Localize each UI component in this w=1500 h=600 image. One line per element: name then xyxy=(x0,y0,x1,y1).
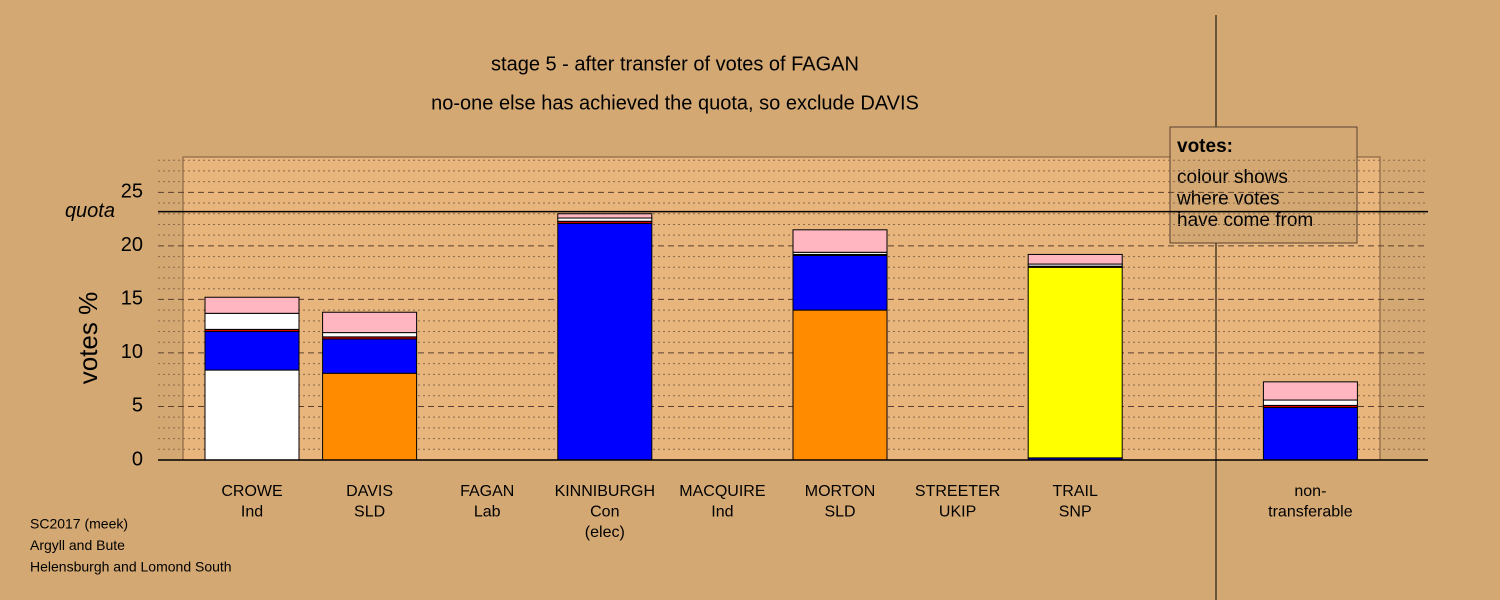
bar-segment xyxy=(557,213,653,219)
bar-segment xyxy=(792,229,888,253)
quota-label: quota xyxy=(65,200,115,222)
footer-text: SC2017 (meek) xyxy=(30,516,128,532)
chart-title: stage 5 - after transfer of votes of FAG… xyxy=(491,53,859,75)
bar-segment xyxy=(322,372,418,461)
y-tick-label: 5 xyxy=(132,395,143,417)
x-tick-label: Lab xyxy=(474,504,501,521)
y-tick-label: 15 xyxy=(121,288,143,310)
y-tick-label: 20 xyxy=(121,234,143,256)
bar-segment xyxy=(204,312,300,330)
legend-frame xyxy=(1169,126,1358,244)
x-tick-label: FAGAN xyxy=(460,483,514,500)
x-tick-label: Con xyxy=(590,504,619,521)
x-tick-label: SLD xyxy=(354,504,385,521)
x-tick-label: non- xyxy=(1294,483,1326,500)
x-tick-label: (elec) xyxy=(585,524,625,541)
y-tick-label: 0 xyxy=(132,448,143,470)
bar-segment xyxy=(557,222,653,461)
x-tick-label: SNP xyxy=(1059,504,1092,521)
bar-segment xyxy=(322,332,418,338)
bar-segment xyxy=(792,255,888,311)
legend-text: where votes xyxy=(1176,189,1279,210)
bar-segment xyxy=(204,369,300,461)
x-tick-label: MACQUIRE xyxy=(679,483,765,500)
x-tick-label: DAVIS xyxy=(346,483,393,500)
chart-subtitle: no-one else has achieved the quota, so e… xyxy=(431,92,919,114)
footer-text: Argyll and Bute xyxy=(30,537,125,553)
bar-segment xyxy=(322,338,418,374)
y-tick-label: 10 xyxy=(121,341,143,363)
legend-title: votes: xyxy=(1177,136,1233,157)
legend-text: colour shows xyxy=(1177,167,1288,188)
x-tick-label: Ind xyxy=(711,504,733,521)
x-tick-label: UKIP xyxy=(939,504,976,521)
bar-segment xyxy=(1027,253,1123,265)
bar-segment xyxy=(1027,266,1123,459)
bar-segment xyxy=(792,309,888,461)
bar-segment xyxy=(1262,399,1358,406)
bar-segment xyxy=(1262,381,1358,401)
x-tick-label: STREETER xyxy=(915,483,1000,500)
bar-segment xyxy=(322,311,418,334)
footer-text: Helensburgh and Lomond South xyxy=(30,559,232,575)
bar-segment xyxy=(1262,407,1358,461)
x-tick-label: TRAIL xyxy=(1053,483,1098,500)
bar-segment xyxy=(204,296,300,314)
y-axis-label: votes % xyxy=(73,292,103,385)
x-tick-label: CROWE xyxy=(221,483,282,500)
x-tick-label: Ind xyxy=(241,504,263,521)
x-tick-label: transferable xyxy=(1268,504,1353,521)
x-tick-label: SLD xyxy=(824,504,855,521)
legend-text: have come from xyxy=(1177,210,1313,231)
y-tick-label: 25 xyxy=(121,181,143,203)
x-tick-label: KINNIBURGH xyxy=(555,483,655,500)
bar-segment xyxy=(204,331,300,371)
x-tick-label: MORTON xyxy=(805,483,876,500)
